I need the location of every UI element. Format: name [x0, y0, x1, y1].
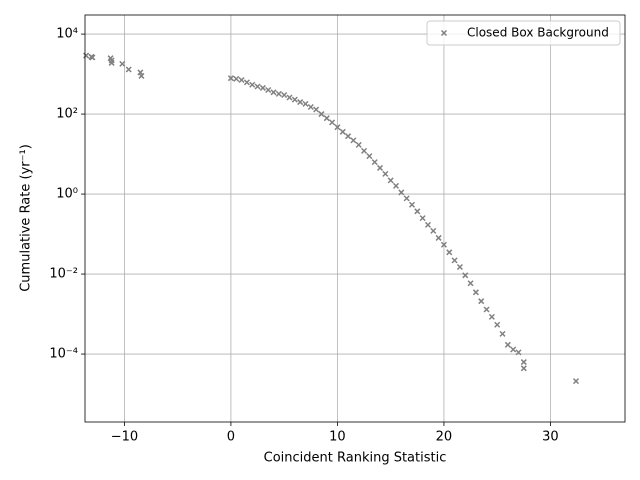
- scatter-point: [520, 359, 527, 366]
- scatter-point: [504, 341, 511, 348]
- scatter-point: [286, 94, 293, 101]
- y-tick-label: 10⁻⁴: [49, 347, 78, 362]
- scatter-point: [520, 365, 527, 372]
- scatter-point: [254, 83, 261, 90]
- scatter-point: [281, 91, 288, 99]
- x-axis-label: Coincident Ranking Statistic: [264, 451, 447, 466]
- scatter-point: [398, 189, 405, 196]
- scatter-point: [451, 257, 458, 264]
- y-axis-label: Cumulative Rate (yr⁻¹): [19, 144, 34, 292]
- scatter-point: [243, 79, 250, 86]
- scatter-point: [291, 96, 298, 103]
- scatter-point: [108, 59, 115, 66]
- scatter-point: [462, 272, 469, 279]
- scatter-point: [572, 378, 580, 385]
- scatter-point: [307, 104, 314, 111]
- scatter-point: [510, 346, 517, 353]
- legend-box: [426, 20, 621, 46]
- scatter-point: [297, 99, 304, 106]
- scatter-point: [366, 153, 373, 160]
- scatter-point: [446, 249, 453, 256]
- scatter-point: [382, 170, 389, 177]
- scatter-point: [371, 159, 378, 166]
- scatter-point: [119, 60, 126, 67]
- y-tick-label: 10⁴: [56, 27, 78, 42]
- scatter-point: [83, 52, 90, 59]
- scatter-point: [355, 141, 362, 148]
- x-tick-label: 30: [542, 430, 559, 445]
- scatter-point: [227, 75, 234, 82]
- legend-marker: [440, 29, 448, 37]
- y-tick-label: 10⁻²: [49, 267, 78, 282]
- scatter-point: [233, 75, 240, 82]
- scatter-point: [318, 111, 325, 118]
- scatter-point: [499, 330, 506, 337]
- scatter-point: [419, 215, 426, 222]
- scatter-point: [345, 133, 352, 140]
- scatter-point: [440, 241, 447, 248]
- y-tick-label: 10⁰: [56, 187, 78, 202]
- scatter-point: [275, 90, 282, 97]
- x-tick-label: 0: [227, 430, 235, 445]
- scatter-point: [270, 89, 277, 96]
- x-tick-label: 10: [329, 430, 346, 445]
- legend-label: Closed Box Background: [467, 26, 609, 40]
- y-tick-label: 10²: [56, 107, 78, 122]
- scatter-point: [488, 313, 495, 320]
- scatter-point: [302, 100, 309, 107]
- scatter-point: [414, 208, 421, 215]
- scatter-point: [392, 182, 400, 189]
- scatter-point: [387, 177, 394, 184]
- scatter-point: [467, 280, 474, 287]
- scatter-point: [494, 321, 501, 328]
- scatter-point: [238, 76, 245, 84]
- scatter-point: [138, 72, 145, 79]
- scatter-point: [259, 84, 266, 91]
- scatter-point: [515, 349, 522, 356]
- scatter-point: [472, 289, 479, 296]
- plot-frame: [84, 14, 626, 423]
- scatter-point: [435, 234, 442, 241]
- scatter-point: [313, 106, 320, 113]
- scatter-point: [403, 195, 410, 202]
- scatter-point: [430, 227, 437, 234]
- scatter-point: [125, 66, 132, 73]
- scatter-point: [478, 298, 485, 305]
- scatter-point: [361, 147, 368, 154]
- scatter-point: [456, 263, 463, 271]
- legend: Closed Box Background: [426, 20, 621, 46]
- scatter-point: [89, 54, 96, 61]
- scatter-point: [334, 124, 341, 131]
- x-tick-label: −10: [111, 430, 138, 445]
- x-tick-label: 20: [436, 430, 453, 445]
- scatter-point: [249, 81, 256, 88]
- scatter-point: [329, 119, 336, 126]
- scatter-point: [376, 164, 384, 171]
- scatter-point: [350, 137, 357, 144]
- scatter-point: [339, 128, 346, 135]
- scatter-point: [408, 201, 416, 208]
- scatter-point: [265, 86, 272, 94]
- scatter-point: [483, 306, 490, 313]
- scatter-point: [424, 221, 431, 228]
- scatter-point: [323, 115, 330, 122]
